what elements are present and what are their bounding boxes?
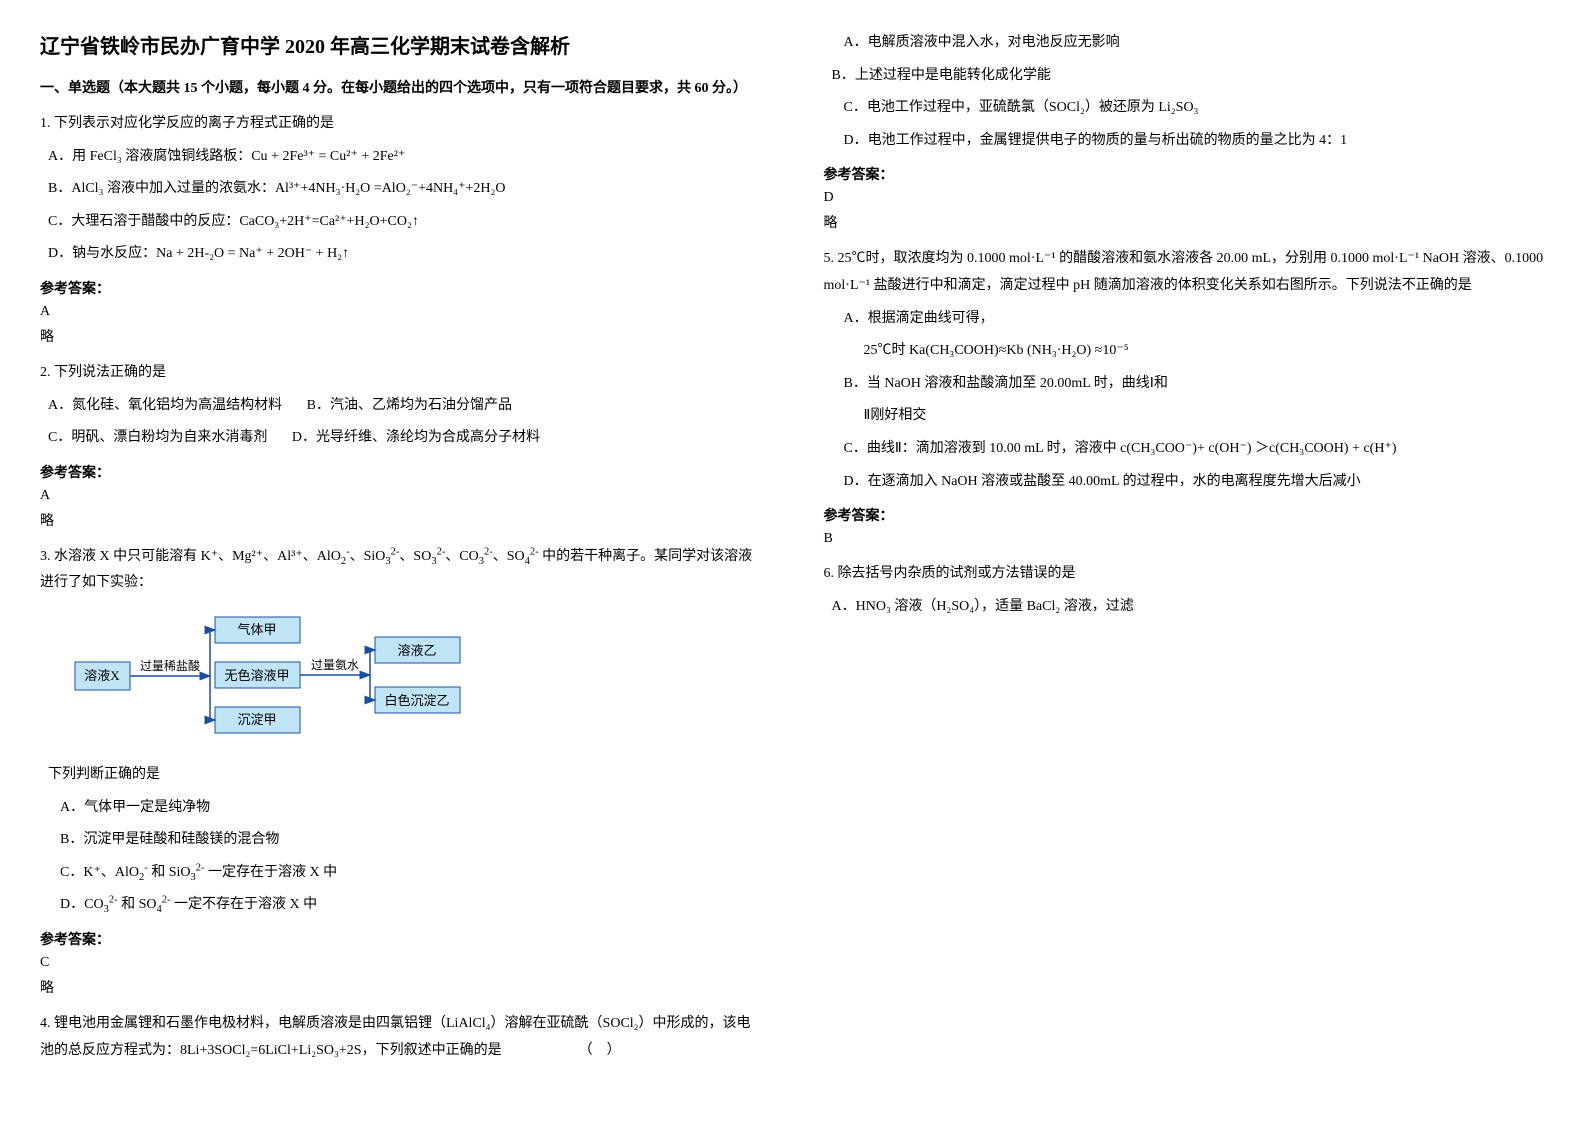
q3-stem-a: 3. 水溶液 X 中只可能溶有 K⁺、Mg²⁺、Al³⁺、 <box>40 549 317 564</box>
svg-text:无色溶液甲: 无色溶液甲 <box>224 668 289 683</box>
q3-D-b: 一定不存在于溶液 X 中 <box>170 897 317 912</box>
q1-answer-label: 参考答案： <box>40 278 764 298</box>
q2-D: D．光导纤维、涤纶均为合成高分子材料 <box>292 430 540 445</box>
q2-A: A．氮化硅、氧化铝均为高温结构材料 <box>48 398 282 413</box>
q3-D-a: D． <box>60 897 84 912</box>
q4-D: D．电池工作过程中，金属锂提供电子的物质的量与析出硫的物质的量之比为 4：1 <box>844 128 1548 155</box>
q2-stem: 2. 下列说法正确的是 <box>40 360 764 387</box>
q3-D: D．CO32- 和 SO42- 一定不存在于溶液 X 中 <box>60 892 764 919</box>
q3-C: C．K⁺、AlO2- 和 SiO32- 一定存在于溶液 X 中 <box>60 860 764 887</box>
svg-text:气体甲: 气体甲 <box>237 622 276 637</box>
q1-stem: 1. 下列表示对应化学反应的离子方程式正确的是 <box>40 111 764 138</box>
q3-answer: C <box>40 955 764 971</box>
q4-C: C．电池工作过程中，亚硫酰氯（SOCl₂）被还原为 Li₂SO₃ <box>844 95 1548 122</box>
q3-diagram: 溶液X 过量稀盐酸 气体甲 无色溶液甲 沉淀甲 过量氨水 溶液乙 白色沉淀乙 <box>70 607 764 752</box>
q5-A2: 25℃时 Ka(CH₃COOH)≈Kb (NH₃·H₂O) ≈10⁻⁵ <box>864 338 1548 365</box>
svg-text:过量氨水: 过量氨水 <box>311 658 359 672</box>
q2-note: 略 <box>40 510 764 530</box>
q5-B2: Ⅱ刚好相交 <box>864 403 1548 430</box>
q1-A: A．用 FeCl₃ 溶液腐蚀铜线路板：Cu + 2Fe³⁺ = Cu²⁺ + 2… <box>48 144 764 171</box>
q5-D: D．在逐滴加入 NaOH 溶液或盐酸至 40.00mL 的过程中，水的电离程度先… <box>844 469 1548 496</box>
q6-A: A．HNO₃ 溶液（H₂SO₄），适量 BaCl₂ 溶液，过滤 <box>832 594 1548 621</box>
q1-B: B．AlCl₃ 溶液中加入过量的浓氨水：Al³⁺+4NH₃·H₂O =AlO₂⁻… <box>48 176 764 203</box>
section1-header: 一、单选题（本大题共 15 个小题，每小题 4 分。在每小题给出的四个选项中，只… <box>40 77 764 97</box>
q2-row1: A．氮化硅、氧化铝均为高温结构材料 B．汽油、乙烯均为石油分馏产品 <box>48 393 764 420</box>
page-title: 辽宁省铁岭市民办广育中学 2020 年高三化学期末试卷含解析 <box>40 30 764 59</box>
q1-C: C．大理石溶于醋酸中的反应：CaCO₃+2H⁺=Ca²⁺+H₂O+CO₂↑ <box>48 209 764 236</box>
q4-note: 略 <box>824 212 1548 232</box>
q5-C: C．曲线Ⅱ：滴加溶液到 10.00 mL 时，溶液中 c(CH₃COO⁻)+ c… <box>844 436 1548 463</box>
q3-A: A．气体甲一定是纯净物 <box>60 795 764 822</box>
q5-answer: B <box>824 531 1548 547</box>
q5-stem: 5. 25℃时，取浓度均为 0.1000 mol·L⁻¹ 的醋酸溶液和氨水溶液各… <box>824 246 1548 299</box>
q4-answer: D <box>824 190 1548 206</box>
svg-text:溶液X: 溶液X <box>84 668 120 683</box>
q4-stem: 4. 锂电池用金属锂和石墨作电极材料，电解质溶液是由四氯铝锂（LiAlCl₄）溶… <box>40 1011 764 1064</box>
svg-text:沉淀甲: 沉淀甲 <box>237 712 276 727</box>
svg-text:白色沉淀乙: 白色沉淀乙 <box>384 693 449 708</box>
q3-stem: 3. 水溶液 X 中只可能溶有 K⁺、Mg²⁺、Al³⁺、AlO2-、SiO32… <box>40 544 764 597</box>
q2-answer-label: 参考答案： <box>40 462 764 482</box>
q2-row2: C．明矾、漂白粉均为自来水消毒剂 D．光导纤维、涤纶均为合成高分子材料 <box>48 425 764 452</box>
q3-answer-label: 参考答案： <box>40 929 764 949</box>
q5-B: B．当 NaOH 溶液和盐酸滴加至 20.00mL 时，曲线Ⅰ和 <box>844 371 1548 398</box>
q4-A: A．电解质溶液中混入水，对电池反应无影响 <box>844 30 1548 57</box>
q6-stem: 6. 除去括号内杂质的试剂或方法错误的是 <box>824 561 1548 588</box>
q3-C-a: C．K⁺、 <box>60 865 115 880</box>
q5-A: A．根据滴定曲线可得， <box>844 306 1548 333</box>
q3-B: B．沉淀甲是硅酸和硅酸镁的混合物 <box>60 827 764 854</box>
q2-C: C．明矾、漂白粉均为自来水消毒剂 <box>48 430 267 445</box>
q1-answer: A <box>40 304 764 320</box>
q1-note: 略 <box>40 326 764 346</box>
q3-judge: 下列判断正确的是 <box>48 762 764 789</box>
svg-text:过量稀盐酸: 过量稀盐酸 <box>140 658 200 673</box>
q1-D: D．钠与水反应：Na + 2H-₂O = Na⁺ + 2OH⁻ + H₂↑ <box>48 241 764 268</box>
q4-answer-label: 参考答案： <box>824 164 1548 184</box>
q2-B: B．汽油、乙烯均为石油分馏产品 <box>307 398 512 413</box>
q3-C-b: 一定存在于溶液 X 中 <box>205 865 338 880</box>
flow-diagram: 溶液X 过量稀盐酸 气体甲 无色溶液甲 沉淀甲 过量氨水 溶液乙 白色沉淀乙 <box>70 607 490 747</box>
svg-text:溶液乙: 溶液乙 <box>397 643 436 658</box>
q4-B: B．上述过程中是电能转化成化学能 <box>832 63 1548 90</box>
q2-answer: A <box>40 488 764 504</box>
q3-note: 略 <box>40 977 764 997</box>
q5-answer-label: 参考答案： <box>824 505 1548 525</box>
